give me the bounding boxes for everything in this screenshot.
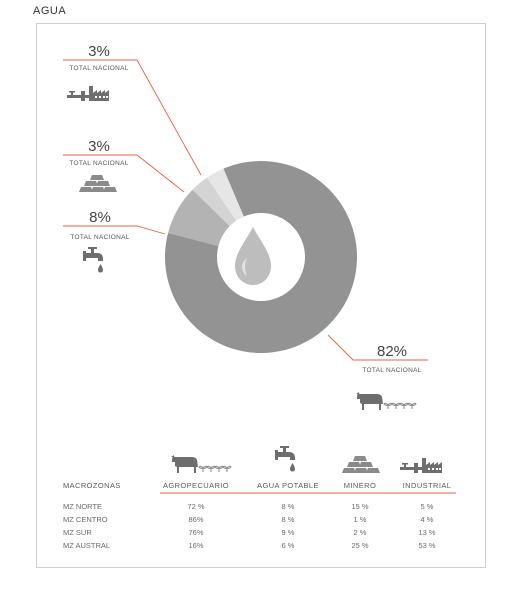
donut-slice-minero xyxy=(192,177,237,227)
sub-label-agropecuario: TOTAL NACIONAL xyxy=(362,367,421,374)
pct-label-agua-potable: 8% xyxy=(89,209,111,226)
table-row-header: MACROZONAS xyxy=(63,481,121,490)
table-cell: 8 % xyxy=(282,515,295,524)
table-cell: 4 % xyxy=(421,515,434,524)
col-header-agua-potable: AGUA POTABLE xyxy=(257,481,319,490)
cow-plants-icon xyxy=(355,391,417,411)
table-cell: 5 % xyxy=(421,502,434,511)
donut-slice-agropecuario xyxy=(165,161,357,353)
col-header-minero: MINERO xyxy=(344,481,376,490)
table-cell: 2 % xyxy=(354,528,367,537)
donut-slice-agua-potable xyxy=(168,189,230,246)
col-header-agropecuario: AGROPECUARIO xyxy=(163,481,229,490)
label-agua-potable: 8% TOTAL NACIONAL xyxy=(70,209,129,273)
leader-lines xyxy=(63,59,428,361)
table-row-label: MZ NORTE xyxy=(63,502,102,511)
data-table: MACROZONAS AGROPECUARIO AGUA POTABLE MIN… xyxy=(63,481,456,550)
table-factory-icon xyxy=(400,458,442,473)
faucet-icon xyxy=(83,247,103,273)
pct-label-industrial: 3% xyxy=(88,43,110,60)
leader-line-agua-potable xyxy=(63,225,166,235)
table-gold-bars-icon xyxy=(342,456,380,473)
gold-bars-icon xyxy=(79,175,117,192)
table-cell: 86% xyxy=(188,515,203,524)
sub-label-agua-potable: TOTAL NACIONAL xyxy=(70,234,129,241)
leader-line-minero xyxy=(63,154,185,193)
leader-line-agropecuario xyxy=(327,334,428,361)
table-cell: 53 % xyxy=(418,541,435,550)
factory-icon xyxy=(67,86,109,101)
table-cell: 16% xyxy=(188,541,203,550)
table-cell: 13 % xyxy=(418,528,435,537)
table-cell: 76% xyxy=(188,528,203,537)
table-cow-plants-icon xyxy=(170,454,232,474)
donut-slice-industrial xyxy=(206,168,244,221)
sub-label-industrial: TOTAL NACIONAL xyxy=(69,65,128,72)
table-row-label: MZ CENTRO xyxy=(63,515,108,524)
sub-label-minero: TOTAL NACIONAL xyxy=(69,160,128,167)
table-cell: 15 % xyxy=(351,502,368,511)
water-drop-icon xyxy=(235,227,271,285)
page-title: AGUA xyxy=(33,5,67,17)
leader-line-industrial xyxy=(63,59,202,176)
table-cell: 72 % xyxy=(187,502,204,511)
table-row-label: MZ SUR xyxy=(63,528,92,537)
table-cell: 6 % xyxy=(282,541,295,550)
table-cell: 9 % xyxy=(282,528,295,537)
donut-slices xyxy=(165,161,357,353)
label-agropecuario: 82% TOTAL NACIONAL xyxy=(355,343,421,411)
chart-panel xyxy=(36,23,486,568)
table-faucet-icon xyxy=(275,446,295,472)
table-row-label: MZ AUSTRAL xyxy=(63,541,110,550)
table-cell: 8 % xyxy=(282,502,295,511)
table-cell: 1 % xyxy=(354,515,367,524)
label-minero: 3% TOTAL NACIONAL xyxy=(69,138,128,192)
label-industrial: 3% TOTAL NACIONAL xyxy=(67,43,128,101)
pct-label-agropecuario: 82% xyxy=(377,343,407,360)
table-rows: MZ NORTE 72 % 8 % 15 % 5 % MZ CENTRO 86% 8 % 1 %… xyxy=(63,502,436,550)
pct-label-minero: 3% xyxy=(88,138,110,155)
table-cell: 25 % xyxy=(351,541,368,550)
col-header-industrial: INDUSTRIAL xyxy=(403,481,452,490)
